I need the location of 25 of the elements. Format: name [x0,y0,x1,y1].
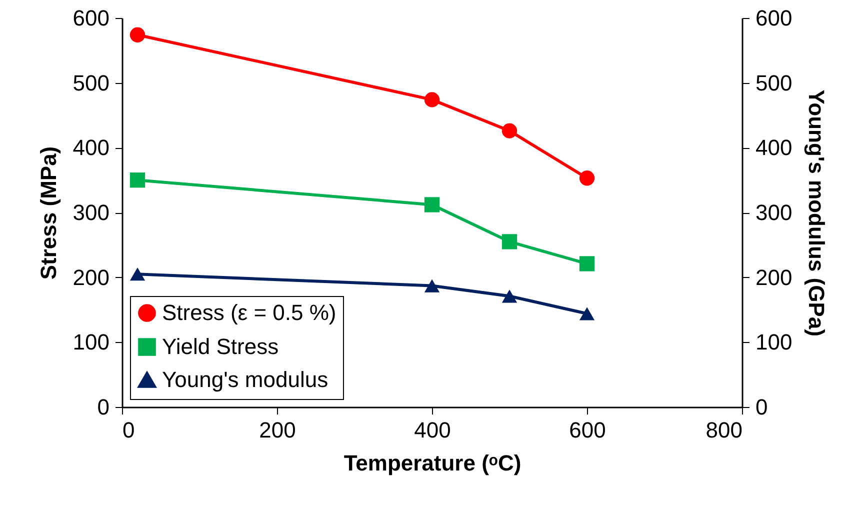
y2-tick-label: 100 [756,330,792,355]
y2-tick-label: 200 [756,264,792,290]
x-tick-label: 800 [706,418,742,442]
x-tick-label: 0 [122,418,135,442]
y-tick-label: 600 [72,6,110,30]
x-tick-label: 400 [414,418,451,442]
legend-label: Young's modulus [162,367,328,392]
y2-tick-label: 600 [756,6,792,30]
y-tick-label: 300 [72,200,110,225]
y-tick-label: 200 [72,264,110,290]
y2-tick-label: 0 [756,394,768,420]
y2-tick-label: 300 [756,200,792,225]
y-axis-title: Stress (MPa) [36,146,61,280]
y-tick-label: 400 [72,135,110,160]
y-tick-label: 500 [72,70,110,96]
x-axis-title: Temperature (ᵒC) [344,450,522,476]
legend-label: Stress (ε = 0.5 %) [162,300,336,325]
y2-tick-label: 500 [756,70,792,96]
y2-tick-label: 400 [756,135,792,160]
x-tick-label: 600 [569,418,606,442]
legend-label: Yield Stress [162,334,279,359]
x-tick-label: 200 [259,418,296,442]
y-tick-label: 0 [97,394,110,420]
y2-axis-title: Young's modulus (GPa) [804,90,830,336]
y-tick-label: 100 [72,330,110,355]
